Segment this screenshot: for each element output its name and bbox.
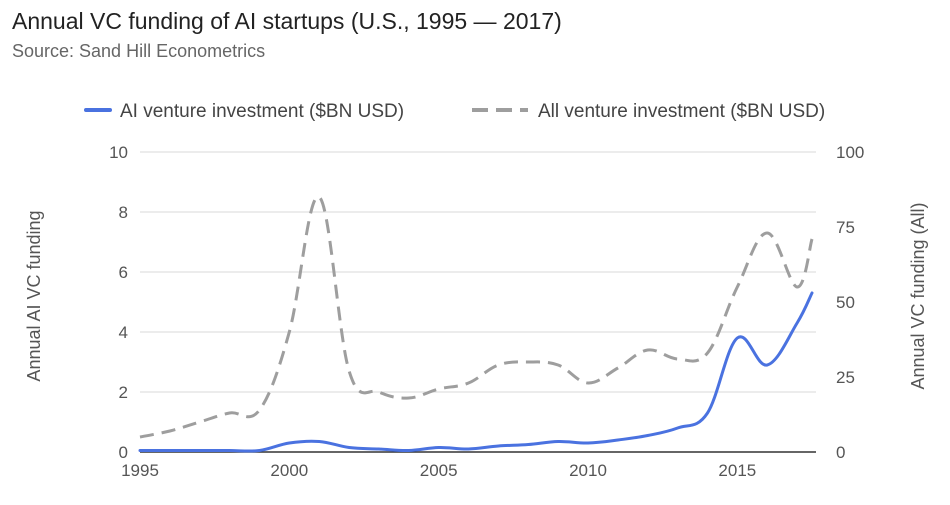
right-tick-label: 50	[836, 293, 855, 312]
chart-title: Annual VC funding of AI startups (U.S., …	[12, 8, 562, 34]
series-line-ai-venture	[138, 291, 814, 453]
y-axis-title-right: Annual VC funding (All)	[908, 202, 928, 389]
left-tick-label: 10	[109, 143, 128, 162]
left-tick-label: 8	[119, 203, 128, 222]
right-tick-label: 0	[836, 443, 845, 462]
y-axis-title-left: Annual AI VC funding	[24, 210, 44, 381]
x-tick-label: 1995	[121, 461, 159, 480]
left-tick-label: 4	[119, 323, 128, 342]
x-tick-label: 2015	[718, 461, 756, 480]
legend-label-ai: AI venture investment ($BN USD)	[120, 101, 404, 122]
right-axis-ticks: 0 25 50 75 100	[836, 143, 864, 462]
x-tick-label: 2000	[270, 461, 308, 480]
right-tick-label: 100	[836, 143, 864, 162]
x-tick-label: 2005	[420, 461, 458, 480]
left-tick-label: 2	[119, 383, 128, 402]
chart-subtitle: Source: Sand Hill Econometrics	[12, 41, 266, 61]
legend: AI venture investment ($BN USD) All vent…	[84, 101, 825, 122]
series-line-all-venture	[139, 195, 814, 439]
x-tick-label: 2010	[569, 461, 607, 480]
x-axis-ticks: 1995 2000 2005 2010 2015	[121, 461, 756, 480]
gridlines	[140, 151, 816, 453]
series-layer	[138, 195, 814, 453]
right-tick-label: 75	[836, 218, 855, 237]
right-tick-label: 25	[836, 368, 855, 387]
left-axis-ticks: 0 2 4 6 8 10	[109, 143, 128, 462]
left-tick-label: 6	[119, 263, 128, 282]
left-tick-label: 0	[119, 443, 128, 462]
legend-label-all: All venture investment ($BN USD)	[538, 101, 825, 122]
